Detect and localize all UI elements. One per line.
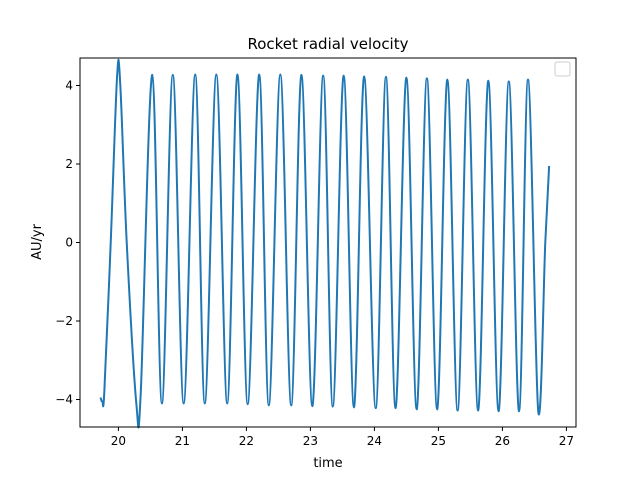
x-tick-label-27: 27 [559, 434, 574, 448]
legend-frame [554, 61, 571, 77]
x-tick-label-20: 20 [111, 434, 126, 448]
y-tick-label-0: 0 [65, 236, 73, 250]
x-tick-label-21: 21 [175, 434, 190, 448]
x-axis-label: time [313, 456, 342, 471]
legend [554, 61, 571, 77]
chart-title: Rocket radial velocity [247, 35, 408, 53]
y-tick-label-2: 2 [65, 157, 73, 171]
x-tick-label-23: 23 [303, 434, 318, 448]
x-tick-label-24: 24 [367, 434, 382, 448]
x-tick-label-22: 22 [239, 434, 254, 448]
y-tick-label--4: −4 [55, 393, 73, 407]
y-tick-label--2: −2 [55, 314, 73, 328]
series-line-0 [99, 58, 551, 429]
y-tick-label-4: 4 [65, 78, 73, 92]
y-axis-label: AU/yr [30, 223, 45, 259]
x-tick-label-26: 26 [495, 434, 510, 448]
x-tick-label-25: 25 [431, 434, 446, 448]
